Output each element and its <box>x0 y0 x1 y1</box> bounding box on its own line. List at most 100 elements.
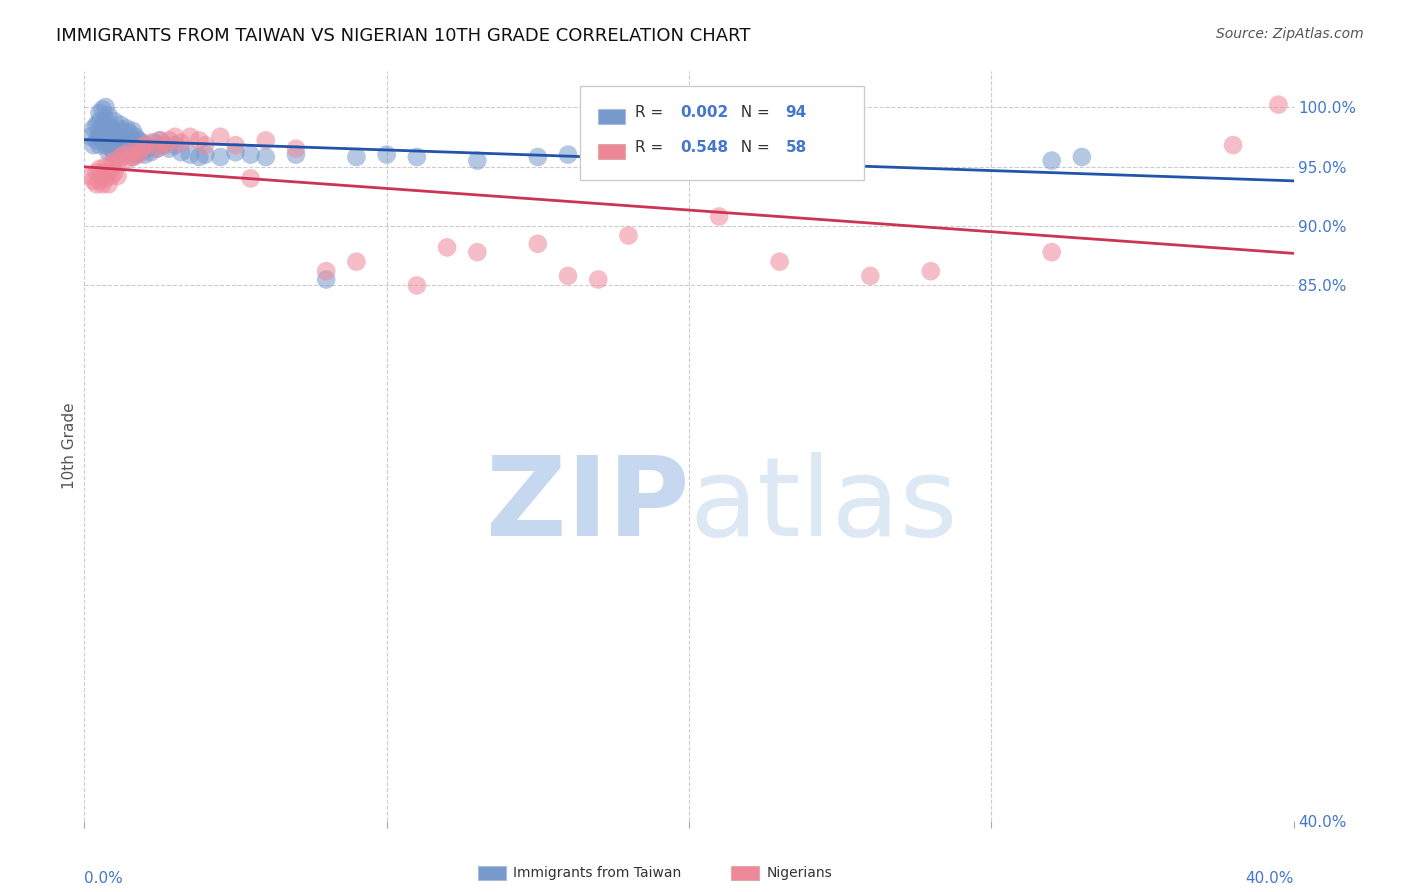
Point <box>125 138 148 153</box>
Point <box>118 144 141 158</box>
Point <box>121 133 143 147</box>
Point <box>112 142 135 156</box>
Point <box>125 147 148 161</box>
Point <box>97 178 120 192</box>
Point <box>188 150 211 164</box>
Point <box>1040 153 1063 168</box>
Point <box>115 147 138 161</box>
Point <box>467 245 489 260</box>
Point <box>131 136 153 150</box>
Point <box>125 129 148 144</box>
Point <box>346 150 368 164</box>
Point <box>86 165 108 179</box>
Text: 58: 58 <box>786 140 807 155</box>
Text: 94: 94 <box>786 105 807 120</box>
Point <box>125 145 148 160</box>
Point <box>79 129 101 144</box>
Point <box>104 114 127 128</box>
Point <box>89 129 111 144</box>
Point <box>709 150 731 164</box>
Point <box>648 147 671 161</box>
Point <box>155 138 177 153</box>
Point <box>128 147 150 161</box>
Point <box>91 126 114 140</box>
Point <box>146 142 169 156</box>
Point <box>617 228 640 243</box>
Point <box>315 264 337 278</box>
Point <box>82 174 104 188</box>
Point <box>112 124 135 138</box>
Point <box>121 150 143 164</box>
Point <box>94 160 117 174</box>
Point <box>131 144 153 158</box>
Point <box>89 124 111 138</box>
Point <box>239 147 262 161</box>
Text: 40.0%: 40.0% <box>1246 871 1294 886</box>
Point <box>285 142 308 156</box>
Point <box>165 138 187 153</box>
Point <box>709 210 731 224</box>
FancyBboxPatch shape <box>599 145 624 159</box>
Text: R =: R = <box>634 105 668 120</box>
Point <box>89 114 111 128</box>
Point <box>136 142 159 156</box>
Text: R =: R = <box>634 140 668 155</box>
Point <box>557 147 579 161</box>
Point <box>107 157 129 171</box>
Point <box>128 142 150 156</box>
Point <box>527 236 550 251</box>
Point <box>94 129 117 144</box>
Point <box>82 138 104 153</box>
Point <box>146 142 169 156</box>
Point <box>104 147 127 161</box>
Point <box>86 133 108 147</box>
FancyBboxPatch shape <box>599 109 624 124</box>
Point <box>225 145 247 160</box>
Point <box>134 138 156 153</box>
Point <box>165 129 187 144</box>
Point <box>118 126 141 140</box>
Point <box>188 133 211 147</box>
Point <box>110 126 132 140</box>
Point <box>285 147 308 161</box>
Point <box>194 147 217 161</box>
Point <box>1040 245 1063 260</box>
Point <box>121 150 143 164</box>
Point <box>112 133 135 147</box>
Point <box>89 106 111 120</box>
Point <box>97 136 120 150</box>
Point <box>97 145 120 160</box>
Point <box>128 133 150 147</box>
Point <box>170 136 193 150</box>
Text: ZIP: ZIP <box>485 452 689 559</box>
Point <box>346 254 368 268</box>
Point <box>527 150 550 164</box>
Point <box>104 129 127 144</box>
Text: atlas: atlas <box>689 452 957 559</box>
Point <box>157 142 180 156</box>
Point <box>118 145 141 160</box>
Point <box>110 133 132 147</box>
Point <box>157 133 180 147</box>
Point <box>121 124 143 138</box>
Point <box>94 138 117 153</box>
Text: Immigrants from Taiwan: Immigrants from Taiwan <box>513 866 682 880</box>
Point <box>89 161 111 176</box>
Point <box>94 100 117 114</box>
Point <box>89 174 111 188</box>
Point <box>91 133 114 147</box>
Point <box>91 118 114 132</box>
Point <box>100 157 122 171</box>
Point <box>139 145 162 160</box>
Point <box>152 138 174 153</box>
Point <box>97 165 120 179</box>
Point <box>79 169 101 183</box>
Point <box>110 142 132 156</box>
Point <box>94 121 117 136</box>
Point <box>209 129 232 144</box>
Point <box>82 121 104 136</box>
Point <box>194 138 217 153</box>
Point <box>254 133 277 147</box>
Point <box>91 103 114 117</box>
Point <box>97 108 120 122</box>
